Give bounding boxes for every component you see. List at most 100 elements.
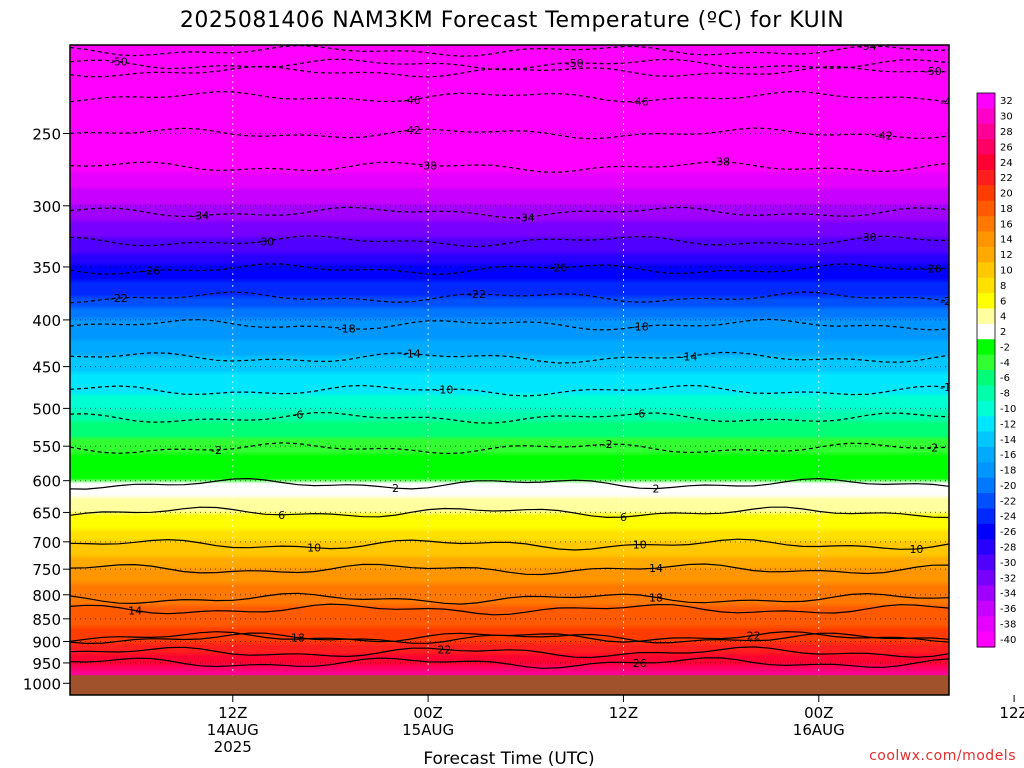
contour-label: -10 xyxy=(940,381,958,394)
x-tick-label: 16AUG xyxy=(793,721,845,739)
contour-label: -2 xyxy=(211,444,222,457)
contour-label: 6 xyxy=(278,509,285,522)
colorbar-frame xyxy=(976,92,996,648)
x-tick-label: 12Z xyxy=(999,704,1024,722)
contour-label: -10 xyxy=(435,383,453,396)
contour-line xyxy=(70,318,949,331)
y-tick-label: 300 xyxy=(32,198,61,216)
colorbar-label: -18 xyxy=(1000,466,1016,477)
contour-label: -6 xyxy=(634,407,645,420)
contour-label: -38 xyxy=(419,159,437,172)
x-tick-label: 14AUG xyxy=(207,721,259,739)
y-tick-label: 1000 xyxy=(23,675,61,693)
gridlines xyxy=(70,45,949,695)
colorbar-label: 14 xyxy=(1000,235,1013,246)
colorbar-label: 4 xyxy=(1000,312,1006,323)
colorbar-label: -8 xyxy=(1000,389,1010,400)
contour-line xyxy=(70,291,949,304)
colorbar-label: 10 xyxy=(1000,266,1013,277)
contour-label: 14 xyxy=(128,604,142,617)
y-tick-label: 600 xyxy=(32,473,61,491)
colorbar-swatch xyxy=(977,293,995,310)
x-tick-label: 12Z xyxy=(218,704,247,722)
colorbar-label: 2 xyxy=(1000,327,1006,338)
y-tick-label: 450 xyxy=(32,359,61,377)
colorbar-swatch xyxy=(977,493,995,510)
colorbar-swatch xyxy=(977,216,995,233)
contour-line xyxy=(70,127,949,140)
colorbar-label: -10 xyxy=(1000,404,1016,415)
chart-title: 2025081406 NAM3KM Forecast Temperature (… xyxy=(180,8,844,33)
colorbar-swatch xyxy=(977,108,995,125)
colorbar-swatch xyxy=(977,354,995,371)
contour-label: -6 xyxy=(292,408,303,421)
contour-label: -54 xyxy=(859,40,877,53)
colorbar-label: 28 xyxy=(1000,127,1013,138)
contour-label: -14 xyxy=(403,348,421,361)
contour-label: -22 xyxy=(110,292,128,305)
colorbar-label: 30 xyxy=(1000,112,1013,123)
colorbar-swatch xyxy=(977,539,995,556)
contour-label: 14 xyxy=(649,562,663,575)
colorbar-label: -34 xyxy=(1000,589,1016,600)
y-tick-label: 650 xyxy=(32,504,61,522)
colorbar-swatch xyxy=(977,323,995,340)
colorbar-label: 22 xyxy=(1000,173,1013,184)
contour-label: 10 xyxy=(909,543,923,556)
contour-label: -38 xyxy=(712,156,730,169)
y-tick-label: 700 xyxy=(32,534,61,552)
colorbar-swatch xyxy=(977,554,995,571)
colorbar-label: 32 xyxy=(1000,96,1013,107)
colorbar-label: -28 xyxy=(1000,543,1016,554)
contour-label: 6 xyxy=(962,510,969,523)
colorbar-label: -4 xyxy=(1000,358,1010,369)
contour-label: -18 xyxy=(631,321,649,334)
contour-label: 6 xyxy=(620,511,627,524)
colorbar-swatch xyxy=(977,185,995,202)
contour-line xyxy=(70,657,949,669)
contour-label: 22 xyxy=(747,629,761,642)
contour-line xyxy=(70,630,949,643)
contour-label: -46 xyxy=(403,94,421,107)
y-tick-label: 900 xyxy=(32,633,61,651)
contour-line xyxy=(70,592,949,605)
colorbar: 32 30 28 26 24 22 20 18 16 14 12 10 8 6 4 2 -2 -4 -6 -8 -10 -… xyxy=(976,92,1016,648)
colorbar-swatch xyxy=(977,154,995,171)
contour-label: 22 xyxy=(958,636,972,649)
colorbar-label: -16 xyxy=(1000,450,1016,461)
contour-label: 2 xyxy=(392,482,399,495)
contour-label: -22 xyxy=(468,288,486,301)
contour-line xyxy=(70,45,949,57)
colorbar-swatch xyxy=(977,600,995,617)
contour-label: -46 xyxy=(631,96,649,109)
contour-line xyxy=(70,412,949,424)
colorbar-label: 6 xyxy=(1000,296,1006,307)
y-tick-label: 800 xyxy=(32,587,61,605)
colorbar-swatch xyxy=(977,139,995,156)
y-tick-label: 550 xyxy=(32,438,61,456)
contour-line xyxy=(70,91,949,103)
colorbar-label: -2 xyxy=(1000,342,1010,353)
contour-label: -50 xyxy=(924,65,942,78)
contour-label: -50 xyxy=(110,56,128,69)
colorbar-label: -32 xyxy=(1000,573,1016,584)
contour-label: -18 xyxy=(338,323,356,336)
pressure-axis: 250 300 350 400 450 500 550 600 650 700 750 800 850 9… xyxy=(23,125,70,693)
contour-label: 10 xyxy=(633,538,647,551)
y-tick-label: 950 xyxy=(32,655,61,673)
colorbar-label: 12 xyxy=(1000,250,1013,261)
contour-line xyxy=(70,442,949,455)
colorbar-swatch xyxy=(977,462,995,479)
x-tick-label: 2025 xyxy=(214,738,252,756)
contour-label: 26 xyxy=(991,655,1005,668)
contour-line xyxy=(70,58,949,71)
y-tick-label: 400 xyxy=(32,312,61,330)
colorbar-label: 18 xyxy=(1000,204,1013,215)
surface-ground xyxy=(70,675,949,695)
y-tick-label: 350 xyxy=(32,259,61,277)
contour-line xyxy=(70,646,949,659)
contour-line xyxy=(70,603,949,616)
temperature-field xyxy=(70,45,949,695)
colorbar-swatch xyxy=(977,631,995,648)
